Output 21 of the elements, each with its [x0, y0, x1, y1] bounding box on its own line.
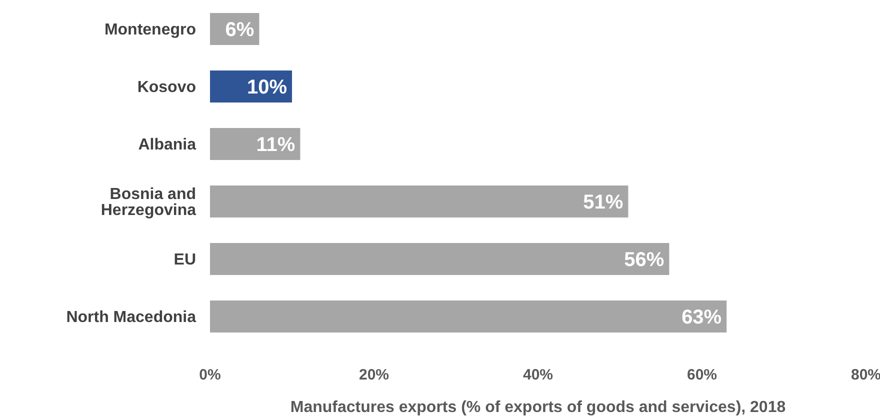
- bar: [210, 243, 670, 275]
- data-label: 63%: [682, 306, 722, 329]
- y-tick-label: Albania: [138, 136, 196, 154]
- bar: [210, 128, 300, 160]
- bar: [210, 186, 628, 218]
- y-tick-label: Montenegro: [104, 21, 196, 38]
- data-label: 51%: [583, 192, 624, 214]
- data-label: 6%: [225, 19, 254, 42]
- x-tick-label: 20%: [358, 366, 390, 384]
- data-label: 56%: [624, 249, 664, 272]
- x-tick-label: 0%: [199, 366, 221, 384]
- x-tick-label: 40%: [522, 366, 554, 384]
- x-axis-title: Manufactures exports (% of exports of goods and services), 2018: [290, 399, 786, 416]
- y-tick-label: Kosovo: [137, 78, 196, 96]
- x-tick-label: 60%: [686, 366, 718, 384]
- data-label: 11%: [256, 134, 296, 156]
- bar: [210, 300, 727, 332]
- y-tick-label: North Macedonia: [66, 308, 196, 326]
- data-label: 10%: [246, 76, 288, 99]
- y-tick-label: EU: [174, 251, 196, 268]
- y-tick-label: Bosnia and Herzegovina: [100, 186, 196, 219]
